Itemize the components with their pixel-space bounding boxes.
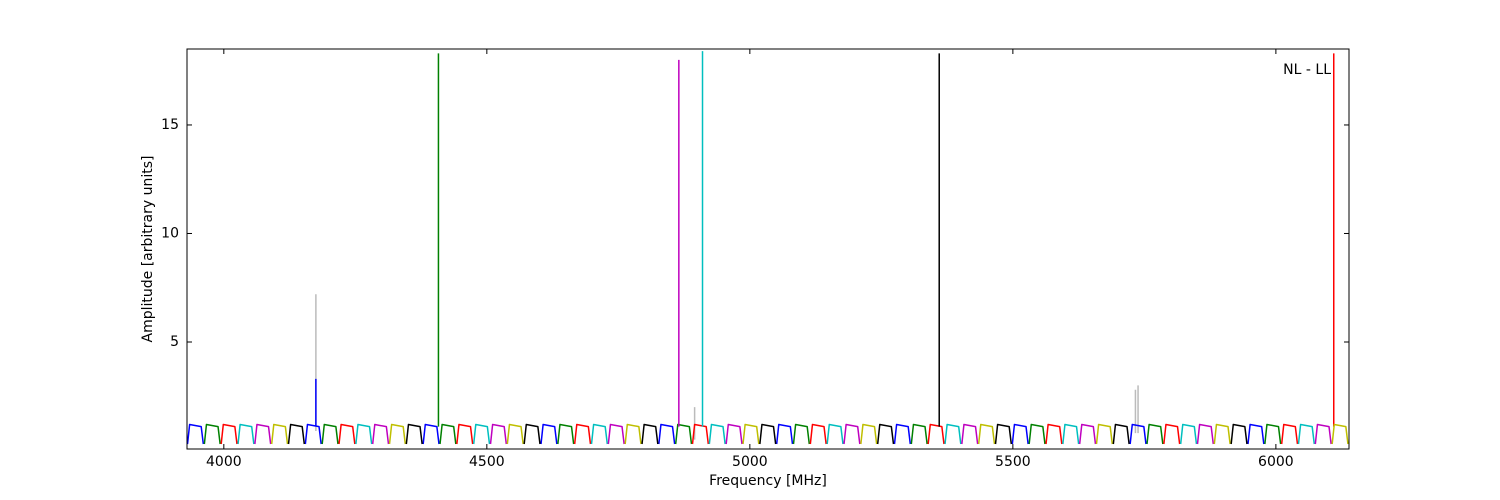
x-tick-label: 5000 [732,454,768,470]
y-tick-label: 10 [161,225,179,241]
series-line [270,423,1349,445]
x-tick-label: 4500 [469,454,505,470]
x-tick-label: 4000 [206,454,242,470]
plot-area [187,51,1349,445]
series-line [220,53,1335,445]
y-tick-label: 5 [170,334,179,350]
series-line [203,53,1282,445]
y-tick-label: 15 [161,117,179,133]
x-axis-label: Frequency [MHz] [709,473,827,489]
series-line [315,294,1139,440]
annotation: NL - LL [1283,62,1331,78]
axes-frame [186,48,1350,450]
y-axis-label: Amplitude [arbitrary units] [140,156,156,343]
series-line [287,53,1248,445]
series-line [237,51,1316,445]
series-line [187,378,1265,445]
x-tick-label: 6000 [1258,454,1294,470]
series-line [254,59,1332,445]
x-tick-label: 5500 [995,454,1031,470]
